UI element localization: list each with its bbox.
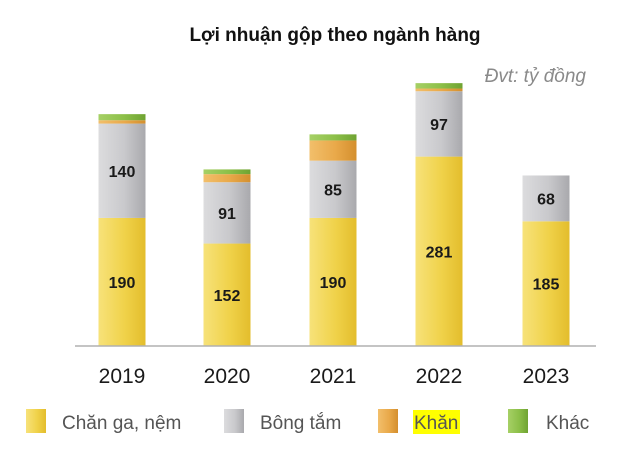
- x-tick-label: 2020: [204, 365, 251, 388]
- unit-note: Đvt: tỷ đồng: [485, 66, 587, 87]
- chart-title: Lợi nhuận gộp theo ngành hàng: [189, 25, 480, 46]
- bar-segment: [415, 88, 463, 92]
- legend-highlight: [413, 410, 460, 434]
- bars-layer: 190 140 152 91 190 85 281 97 185 68: [98, 83, 570, 346]
- data-label: 91: [218, 206, 236, 223]
- legend-swatch: [26, 409, 46, 433]
- bar-segment: [98, 123, 146, 218]
- legend-swatch: [378, 409, 398, 433]
- x-tick-label: 2019: [99, 365, 146, 388]
- x-tick-label: 2023: [523, 365, 570, 388]
- data-label: 281: [426, 244, 453, 261]
- legend-swatch: [508, 409, 528, 433]
- bar-segment: [203, 243, 251, 346]
- data-label: 68: [537, 191, 555, 208]
- bar-segment: [203, 174, 251, 183]
- bar-segment: [415, 91, 463, 157]
- legend-label: Khăn: [414, 413, 458, 434]
- legend: Chăn ga, nệm Bông tắm Khăn Khác: [26, 409, 589, 434]
- data-label: 85: [324, 182, 342, 199]
- bar-segment: [522, 221, 570, 346]
- bar-segment: [98, 114, 146, 121]
- bar-segment: [415, 156, 463, 346]
- data-label: 190: [320, 275, 347, 292]
- bar-segment: [98, 120, 146, 124]
- bar-segment: [309, 140, 357, 161]
- x-tick-labels: 2019 2020 2021 2022 2023: [99, 365, 570, 388]
- x-tick-label: 2022: [416, 365, 463, 388]
- legend-swatch: [224, 409, 244, 433]
- data-label: 190: [109, 275, 136, 292]
- x-tick-label: 2021: [310, 365, 357, 388]
- bar-segment: [203, 182, 251, 244]
- bar-segment: [309, 134, 357, 141]
- data-label: 97: [430, 117, 448, 134]
- data-label: 152: [214, 288, 241, 305]
- bar-segment: [522, 175, 570, 222]
- bar-segment: [98, 217, 146, 346]
- bar-segment: [415, 83, 463, 89]
- bar-segment: [309, 217, 357, 346]
- legend-label: Chăn ga, nệm: [62, 413, 181, 434]
- legend-label: Bông tắm: [260, 412, 341, 434]
- bar-segment: [309, 160, 357, 218]
- data-label: 140: [109, 164, 136, 181]
- legend-label: Khác: [546, 413, 589, 434]
- bar-segment: [203, 169, 251, 175]
- data-label: 185: [533, 277, 560, 294]
